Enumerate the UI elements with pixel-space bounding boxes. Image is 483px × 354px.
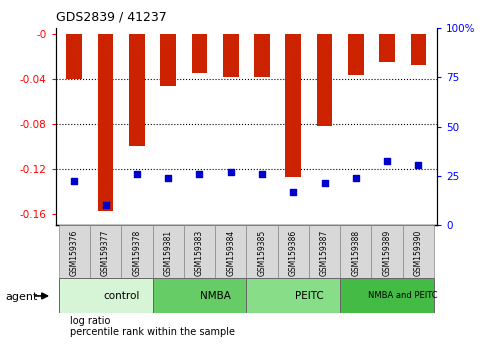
Bar	[153, 225, 184, 278]
Point	[289, 189, 297, 195]
Bar	[403, 225, 434, 278]
Bar	[129, 34, 145, 146]
Text: GSM159381: GSM159381	[164, 230, 172, 276]
Bar	[223, 34, 239, 76]
Point	[164, 175, 172, 181]
Point	[133, 171, 141, 177]
Bar	[58, 278, 153, 313]
Text: NMBA: NMBA	[199, 291, 230, 301]
Text: GSM159386: GSM159386	[289, 230, 298, 276]
Text: GSM159387: GSM159387	[320, 230, 329, 276]
Bar	[215, 225, 246, 278]
Bar	[371, 225, 403, 278]
Bar	[121, 225, 153, 278]
Bar	[153, 278, 246, 313]
Text: GSM159389: GSM159389	[383, 230, 392, 276]
Text: log ratio: log ratio	[70, 316, 111, 326]
Bar	[98, 34, 114, 211]
Bar	[278, 225, 309, 278]
Text: GSM159378: GSM159378	[132, 230, 142, 276]
Text: GDS2839 / 41237: GDS2839 / 41237	[56, 10, 166, 23]
Bar	[246, 225, 278, 278]
Text: GSM159376: GSM159376	[70, 230, 79, 276]
Bar	[340, 278, 434, 313]
Point	[227, 170, 235, 175]
Bar	[67, 34, 82, 79]
Bar	[309, 225, 340, 278]
Text: agent: agent	[6, 292, 38, 302]
Bar	[379, 34, 395, 62]
Bar	[58, 225, 90, 278]
Text: GSM159384: GSM159384	[226, 230, 235, 276]
Point	[352, 175, 360, 181]
Point	[196, 171, 203, 177]
Bar	[254, 34, 270, 76]
Text: NMBA and PEITC: NMBA and PEITC	[368, 291, 438, 300]
Bar	[411, 34, 426, 65]
Text: GSM159385: GSM159385	[257, 230, 267, 276]
Bar	[317, 34, 332, 126]
Bar	[90, 225, 121, 278]
Text: GSM159388: GSM159388	[351, 230, 360, 276]
Text: percentile rank within the sample: percentile rank within the sample	[70, 327, 235, 337]
Bar	[246, 278, 340, 313]
Text: GSM159390: GSM159390	[414, 230, 423, 276]
Bar	[160, 34, 176, 86]
Text: GSM159377: GSM159377	[101, 230, 110, 276]
Bar	[340, 225, 371, 278]
Bar	[285, 34, 301, 177]
Text: PEITC: PEITC	[295, 291, 323, 301]
Point	[414, 162, 422, 168]
Text: control: control	[103, 291, 140, 301]
Point	[383, 159, 391, 164]
Point	[321, 180, 328, 186]
Point	[102, 202, 110, 207]
Bar	[348, 34, 364, 75]
Point	[258, 171, 266, 177]
Point	[71, 178, 78, 184]
Bar	[184, 225, 215, 278]
Text: GSM159383: GSM159383	[195, 230, 204, 276]
Bar	[192, 34, 207, 73]
